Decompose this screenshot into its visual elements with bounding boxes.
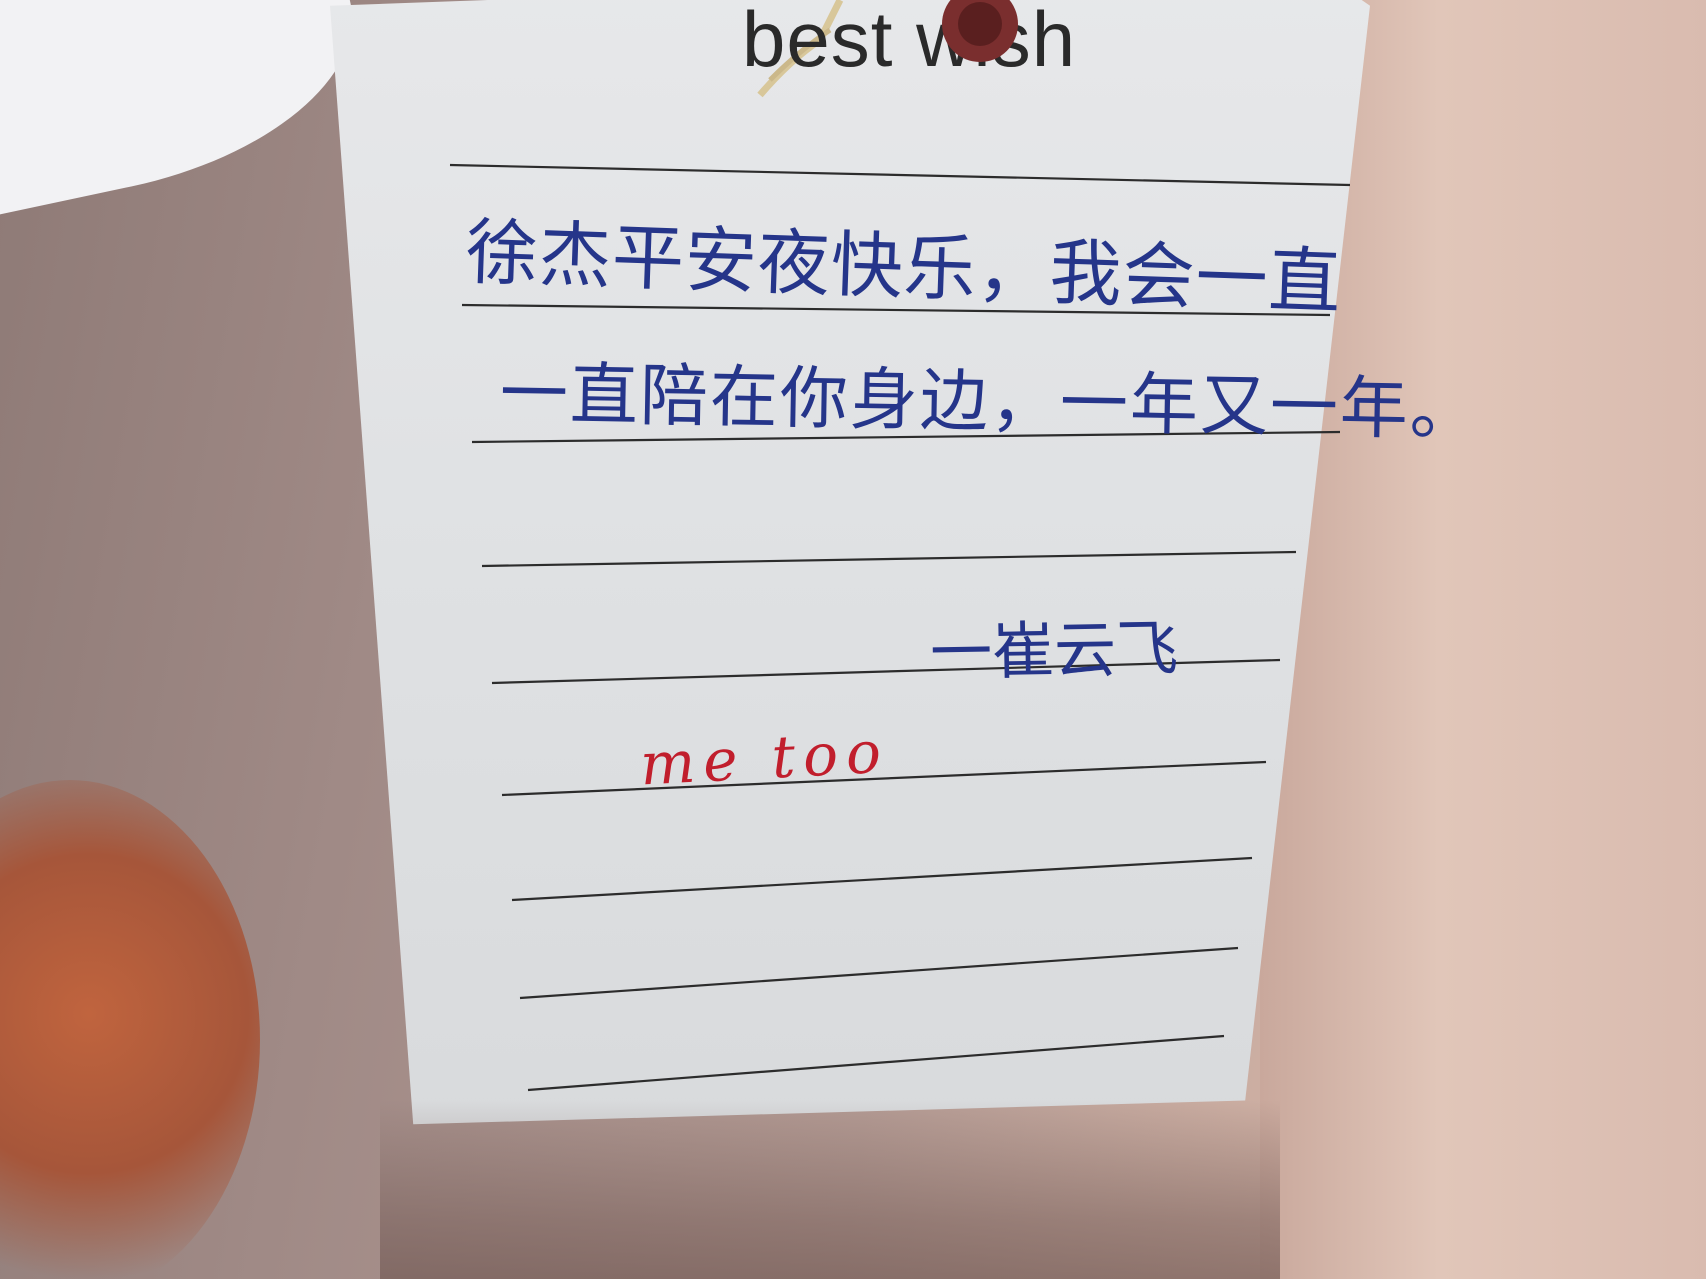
reply-me-too: me too bbox=[638, 717, 891, 799]
rule-line bbox=[471, 430, 1341, 444]
rule-line bbox=[461, 303, 1331, 317]
signature: 一崔云飞 bbox=[929, 611, 1179, 690]
rule-line bbox=[501, 760, 1267, 797]
rule-line bbox=[491, 658, 1281, 685]
rule-line bbox=[449, 163, 1351, 187]
rule-line bbox=[511, 856, 1253, 902]
tag-string bbox=[768, 27, 832, 82]
rule-line bbox=[519, 946, 1239, 1000]
gift-tag-card bbox=[330, 0, 1370, 1125]
bottom-shadow bbox=[380, 1100, 1280, 1279]
tag-hole-center bbox=[958, 2, 1002, 46]
brand-text: best wish bbox=[742, 0, 1077, 83]
rule-line bbox=[527, 1034, 1225, 1092]
message-line-2: 一直陪在你身边，一年又一年。 bbox=[499, 354, 1481, 451]
rule-line bbox=[481, 550, 1297, 568]
